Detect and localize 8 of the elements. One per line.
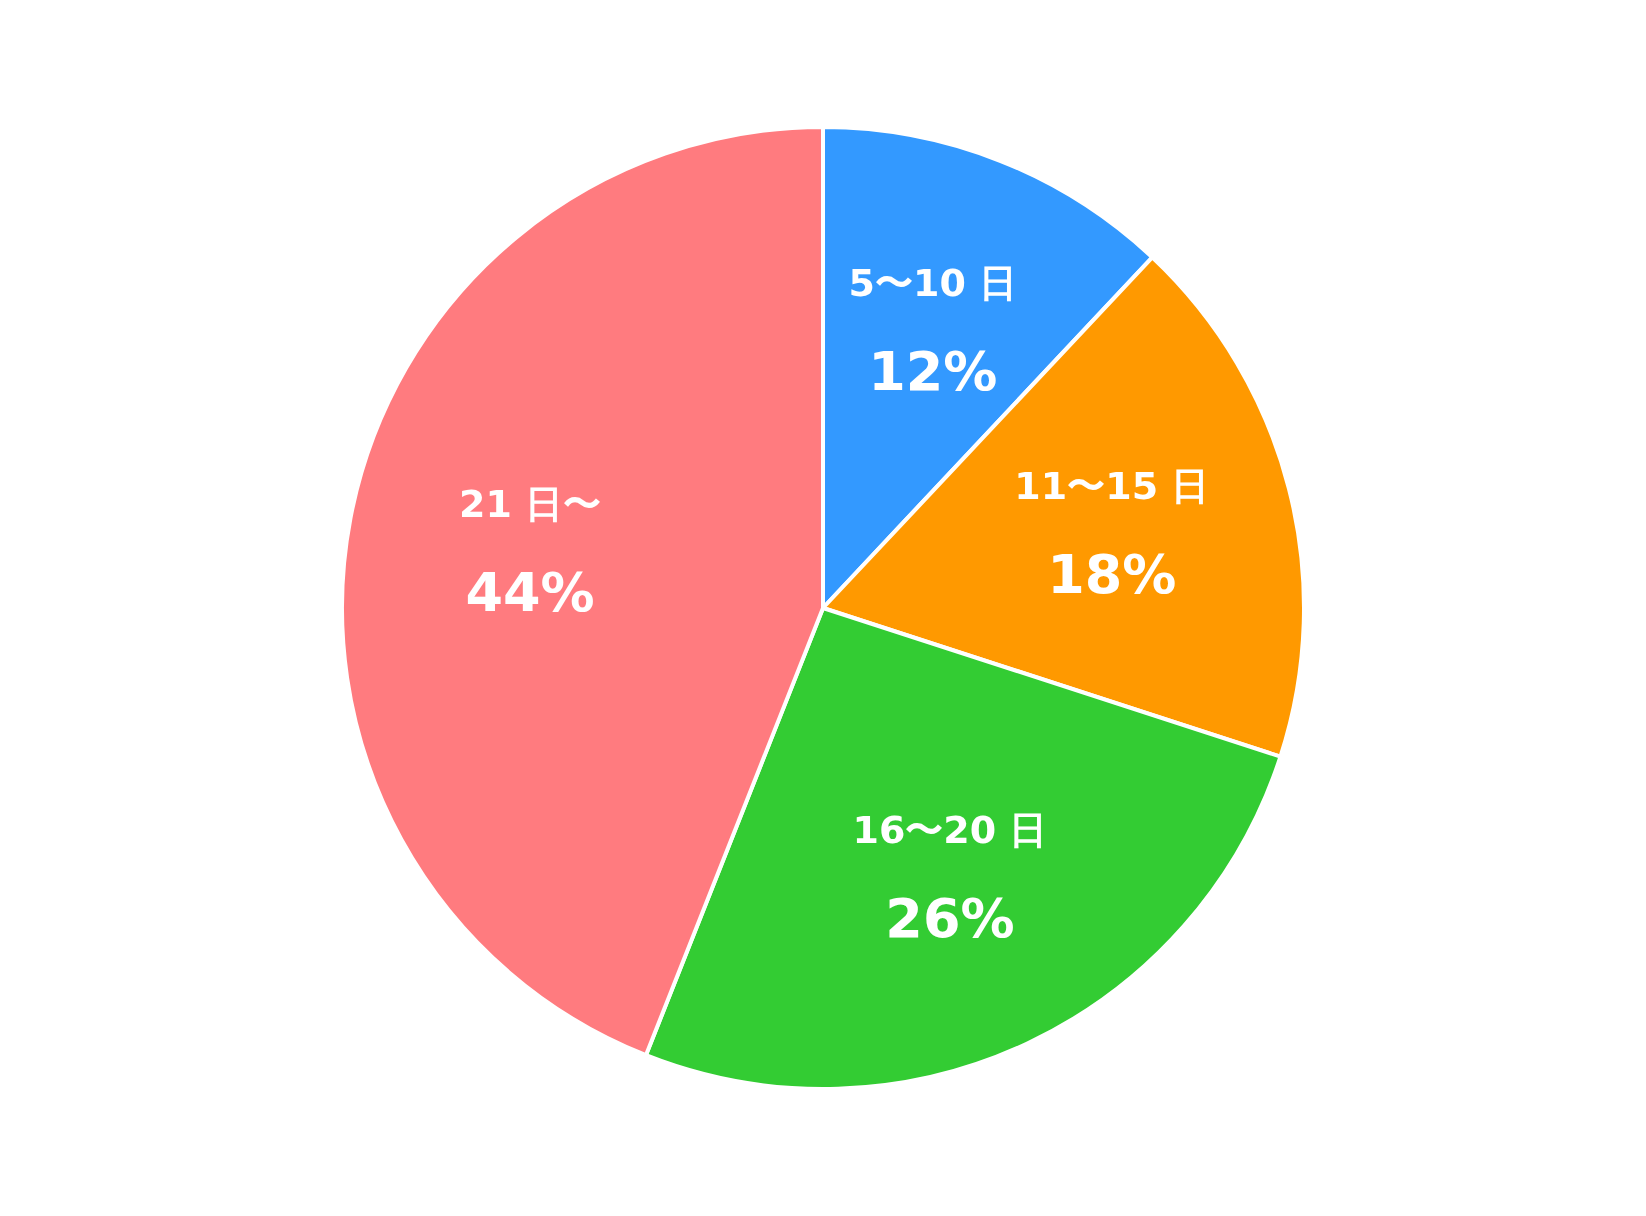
slice-label: 21 日〜 [459,481,602,526]
data-label: 12% [868,339,998,403]
data-label: 26% [885,886,1015,950]
slice-label: 16〜20 日 [852,807,1048,852]
data-label: 44% [465,561,595,625]
slice-label: 11〜15 日 [1014,463,1210,508]
data-label: 18% [1047,542,1177,606]
slice-label: 5〜10 日 [848,260,1018,305]
